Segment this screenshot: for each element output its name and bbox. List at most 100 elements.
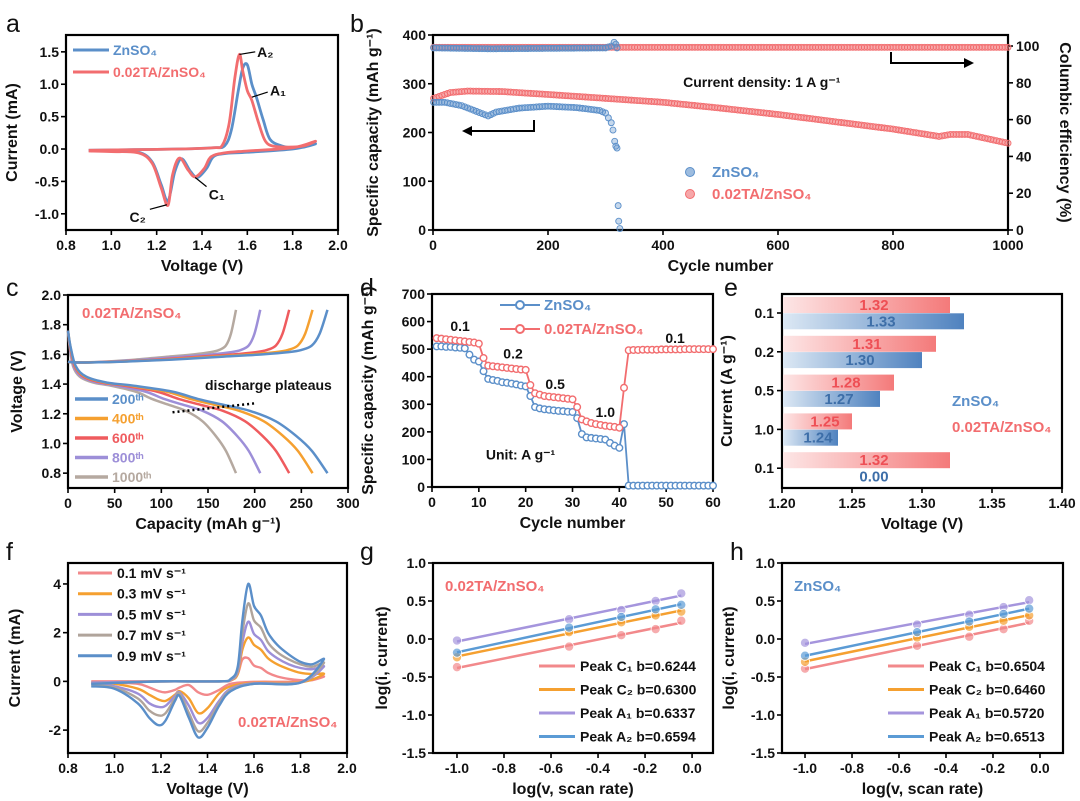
x-tick-label: 20 — [518, 494, 534, 510]
legend-label: Peak C₁ b=0.6504 — [929, 658, 1045, 674]
legend-label: ZnSO₄ — [952, 393, 999, 410]
data-point — [912, 627, 923, 638]
charge-curve — [67, 309, 329, 364]
series-capacity — [430, 98, 624, 232]
y-right-tick-label: 0 — [1016, 222, 1024, 238]
legend-label: 1000ᵗʰ — [112, 469, 151, 485]
y-tick-label: -1.5 — [751, 745, 775, 761]
data-point — [614, 202, 622, 210]
data-point — [615, 217, 623, 225]
x-tick-label: 2.0 — [328, 237, 348, 253]
data-point — [609, 126, 617, 134]
x-tick-label: 1.6 — [238, 237, 258, 253]
rate-label: 1.0 — [596, 404, 616, 420]
y-tick-label: 0.0 — [756, 631, 776, 647]
cv-curve-3 — [91, 602, 326, 733]
x-tick-label: 150 — [196, 495, 220, 511]
data-point — [613, 144, 621, 152]
data-point — [1024, 595, 1035, 606]
series-efficiency — [430, 43, 1012, 51]
y-tick-label: 200 — [403, 125, 427, 141]
y-tick-label: 400 — [402, 369, 426, 385]
legend-label: ZnSO₄ — [544, 297, 591, 314]
x-tick-label: 0.0 — [682, 760, 702, 776]
y-tick-label: 1.0 — [407, 555, 427, 571]
x-tick-label: 100 — [150, 495, 174, 511]
y-tick-label: 0.0 — [407, 631, 427, 647]
legend-label: ZnSO₄ — [712, 164, 759, 181]
data-point — [613, 44, 621, 52]
category-label: 0.1 — [755, 460, 775, 476]
x-tick-label: 250 — [290, 495, 314, 511]
y-tick-label: 1.6 — [42, 346, 62, 362]
x-tick-label: 1.35 — [978, 495, 1005, 511]
arrow-left-axis-icon — [462, 120, 535, 136]
x-tick-label: 10 — [471, 494, 487, 510]
data-point — [479, 367, 488, 376]
rate-label: 0.1 — [665, 330, 685, 346]
rate-label: 0.5 — [545, 376, 565, 392]
data-point — [526, 380, 535, 389]
y-tick-label: -1.0 — [751, 707, 775, 723]
data-point — [615, 443, 624, 452]
y-axis-label: Current (mA) — [7, 609, 24, 708]
y-tick-label: 100 — [403, 173, 427, 189]
bar-value-label: 1.33 — [866, 313, 895, 330]
legend-label: 0.9 mV s⁻¹ — [117, 648, 186, 664]
y-tick-label: 500 — [402, 341, 426, 357]
rate-label: 0.1 — [450, 318, 470, 334]
x-tick-label: 0.0 — [1030, 760, 1050, 776]
data-point — [964, 631, 975, 642]
data-point — [616, 225, 624, 232]
bar-value-label: 1.28 — [831, 375, 860, 392]
legend-label: 0.5 mV s⁻¹ — [117, 606, 186, 622]
legend-marker — [515, 324, 525, 334]
y-tick-label: -1.5 — [402, 745, 426, 761]
x-tick-label: 300 — [336, 495, 360, 511]
y-axis-label: log(i, current) — [721, 606, 738, 709]
x-tick-label: 50 — [658, 494, 674, 510]
x-tick-label: 1.2 — [147, 237, 167, 253]
peak-leader — [239, 51, 256, 56]
data-point — [998, 608, 1009, 619]
data-point — [521, 365, 530, 374]
x-tick-label: -0.4 — [934, 760, 958, 776]
y-axis-label: Voltage (V) — [9, 350, 26, 432]
bar-value-label: 1.25 — [810, 413, 839, 430]
panel-g: g -1.0 -0.8 -0.6 -0.4 -0.2 0.0 -1.5 -1.0 -0.5 0.0 0… — [360, 538, 715, 798]
data-point — [573, 403, 582, 412]
legend-label: 400ᵗʰ — [112, 411, 144, 427]
y-tick-label: 0.0 — [40, 141, 60, 157]
x-tick-label: 0.8 — [56, 237, 76, 253]
legend-label: Peak A₁ b=0.5720 — [929, 705, 1045, 721]
y-right-axis-label: Columbic efficiency (%) — [1056, 42, 1073, 222]
x-tick-label: 1.30 — [908, 495, 935, 511]
bar-value-label: 1.27 — [824, 391, 853, 408]
y-tick-label: -2 — [49, 722, 62, 738]
plateau-guide-line — [172, 402, 255, 414]
y-tick-label: -1.0 — [35, 206, 59, 222]
bar — [783, 297, 950, 313]
bar-value-label: 1.32 — [859, 297, 888, 314]
y-tick-label: 200 — [402, 424, 426, 440]
bar — [783, 452, 950, 469]
panel-d: d0 10 20 30 40 50 600100200300400500600700Cycl… — [360, 274, 721, 532]
x-tick-label: 0 — [428, 494, 436, 510]
y-tick-label: 4 — [53, 576, 61, 592]
panel-letter: f — [6, 538, 13, 566]
peak-label: A₁ — [270, 83, 286, 99]
x-axis-label: Capacity (mAh g⁻¹) — [135, 516, 280, 533]
x-axis-label: Cycle number — [520, 515, 626, 532]
data-point — [709, 481, 718, 490]
x-tick-label: 1.0 — [102, 237, 122, 253]
peak-label: A₂ — [257, 44, 273, 60]
legend-label: 0.3 mV s⁻¹ — [117, 586, 186, 602]
x-tick-label: 600 — [766, 237, 790, 253]
plot-frame — [780, 561, 1065, 755]
panel-c: c 0 50 100 150 200 250 300 0.8 1.0 1.2 1.4 1.6 1.8 2.0… — [6, 274, 360, 533]
panel-letter: h — [730, 538, 744, 566]
category-label: 0.1 — [755, 305, 775, 321]
legend-label: Peak C₂ b=0.6300 — [580, 682, 697, 698]
data-point — [615, 423, 624, 432]
